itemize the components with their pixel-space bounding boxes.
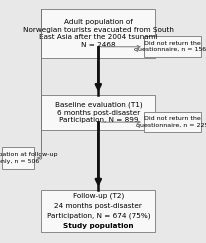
Text: Did not return the
questionnaire, n = 1569: Did not return the questionnaire, n = 15… xyxy=(134,41,206,52)
Text: Did not return the
questionnaire, n = 225: Did not return the questionnaire, n = 22… xyxy=(136,116,206,128)
Bar xyxy=(2,147,34,169)
Text: Adult population of
Norwegian tourists evacuated from South
East Asia after the : Adult population of Norwegian tourists e… xyxy=(23,19,173,48)
Text: Study population: Study population xyxy=(63,223,133,229)
Bar xyxy=(143,36,200,57)
Text: Follow-up (T2): Follow-up (T2) xyxy=(72,193,123,199)
Bar xyxy=(41,9,154,58)
Text: 24 months post-disaster: 24 months post-disaster xyxy=(54,203,142,209)
Bar xyxy=(41,95,154,130)
Text: Participation, N = 674 (75%): Participation, N = 674 (75%) xyxy=(46,212,149,219)
Bar xyxy=(143,112,200,132)
Text: Participation at follow-up
only, n = 506: Participation at follow-up only, n = 506 xyxy=(0,152,57,164)
Bar xyxy=(41,190,154,232)
Text: Baseline evaluation (T1)
6 months post-disaster
Participation, N = 899: Baseline evaluation (T1) 6 months post-d… xyxy=(54,101,142,123)
